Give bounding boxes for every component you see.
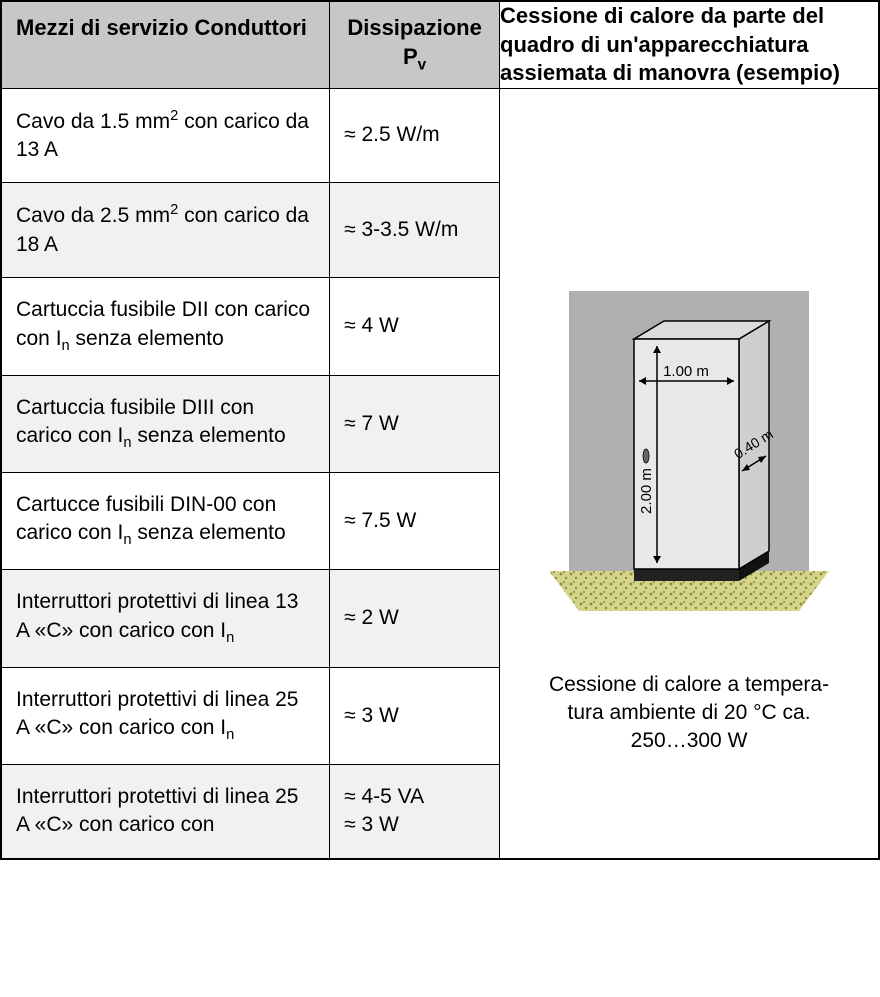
cell-mezzi: Interruttori protettivi di linea 13 A «C… (1, 570, 330, 667)
diagram-caption: Cessione di calore a tempera-tura ambien… (529, 671, 849, 756)
header-mezzi: Mezzi di servizio Conduttori (1, 1, 330, 88)
cell-diagram: 1.00 m 2.00 m 0.40 m Cessione di calore … (500, 88, 879, 858)
table-header-row: Mezzi di servizio Conduttori Dissipazion… (1, 1, 879, 88)
header-cessione: Cessione di calore da parte del quadro d… (500, 1, 879, 88)
cell-dissipazione: ≈ 2.5 W/m (330, 88, 500, 183)
cell-dissipazione: ≈ 3-3.5 W/m (330, 183, 500, 278)
cell-mezzi: Cartuccia fusibile DIII con carico con I… (1, 375, 330, 472)
cell-mezzi: Interruttori protettivi di linea 25 A «C… (1, 765, 330, 859)
cell-mezzi: Cartuccia fusibile DII con carico con In… (1, 278, 330, 375)
cell-mezzi: Cavo da 2.5 mm2 con carico da 18 A (1, 183, 330, 278)
header-dissip-symbol: P (403, 44, 418, 69)
cell-dissipazione: ≈ 3 W (330, 667, 500, 764)
dissipation-table: Mezzi di servizio Conduttori Dissipazion… (0, 0, 880, 860)
handle-icon (643, 449, 649, 463)
cell-dissipazione: ≈ 4-5 VA≈ 3 W (330, 765, 500, 859)
cell-mezzi: Cartucce fusibili DIN-00 con carico con … (1, 472, 330, 569)
cell-dissipazione: ≈ 2 W (330, 570, 500, 667)
table-row: Cavo da 1.5 mm2 con carico da 13 A≈ 2.5 … (1, 88, 879, 183)
height-label: 2.00 m (638, 468, 655, 514)
width-label: 1.00 m (663, 363, 709, 380)
header-dissip-sub: v (418, 56, 427, 73)
header-dissip-line1: Dissipazione (347, 15, 481, 40)
cabinet-diagram: 1.00 m 2.00 m 0.40 m (539, 291, 839, 631)
header-dissipazione: Dissipazione Pv (330, 1, 500, 88)
cell-dissipazione: ≈ 4 W (330, 278, 500, 375)
cell-mezzi: Interruttori protettivi di linea 25 A «C… (1, 667, 330, 764)
diagram-wrap: 1.00 m 2.00 m 0.40 m Cessione di calore … (500, 191, 878, 756)
cell-dissipazione: ≈ 7 W (330, 375, 500, 472)
cabinet-plinth-front (634, 569, 739, 581)
cell-dissipazione: ≈ 7.5 W (330, 472, 500, 569)
cell-mezzi: Cavo da 1.5 mm2 con carico da 13 A (1, 88, 330, 183)
